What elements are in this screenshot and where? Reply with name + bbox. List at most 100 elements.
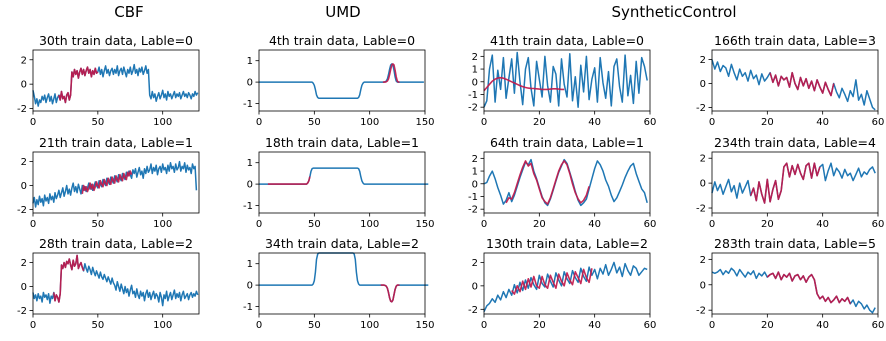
y-tick-label: 2 bbox=[700, 255, 706, 266]
y-tick-label: 0 bbox=[700, 179, 706, 190]
x-tick-label: 60 bbox=[644, 117, 657, 128]
y-tick-label: 1 bbox=[247, 56, 253, 67]
x-tick-label: 50 bbox=[308, 117, 321, 128]
x-tick-label: 0 bbox=[256, 219, 262, 230]
y-tick-label: 0 bbox=[472, 281, 478, 292]
series-line-original bbox=[259, 64, 424, 98]
x-tick-label: 50 bbox=[91, 117, 104, 128]
x-tick-label: 150 bbox=[415, 117, 434, 128]
x-tick-label: 60 bbox=[644, 320, 657, 331]
panel-title: 234th train data, Lable=4 bbox=[714, 135, 876, 150]
chart-panel-4: 4th train data, Lable=00 50 100 150-101 bbox=[243, 33, 435, 128]
axes-frame bbox=[712, 152, 878, 213]
group-title-cbf: CBF bbox=[114, 3, 143, 21]
x-tick-label: 20 bbox=[761, 320, 774, 331]
panel-title: 28th train data, Lable=2 bbox=[39, 236, 193, 251]
y-tick-label: 0 bbox=[472, 179, 478, 190]
chart-panel-6: 34th train data, Lable=20 50 100 150-101 bbox=[243, 236, 435, 331]
x-tick-label: 100 bbox=[153, 219, 172, 230]
y-tick-label: -2 bbox=[468, 205, 478, 216]
series-line-highlight bbox=[82, 171, 131, 194]
series-line-original bbox=[712, 268, 875, 312]
x-tick-label: 40 bbox=[816, 117, 829, 128]
panel-title: 4th train data, Lable=0 bbox=[269, 33, 415, 48]
x-tick-label: 0 bbox=[30, 320, 36, 331]
x-tick-label: 0 bbox=[256, 320, 262, 331]
series-line-highlight bbox=[383, 64, 400, 82]
panel-title: 30th train data, Lable=0 bbox=[39, 33, 193, 48]
x-tick-label: 0 bbox=[481, 320, 487, 331]
y-tick-label: -2 bbox=[696, 306, 706, 317]
x-tick-label: 0 bbox=[30, 117, 36, 128]
y-tick-label: -1 bbox=[243, 201, 253, 212]
y-tick-label: 0 bbox=[247, 78, 253, 89]
series-line-highlight bbox=[770, 73, 834, 96]
x-tick-label: 0 bbox=[709, 117, 715, 128]
chart-panel-11: 234th train data, Lable=40 20 40 60-202 bbox=[696, 135, 884, 230]
panel-title: 34th train data, Lable=2 bbox=[265, 236, 419, 251]
x-tick-label: 60 bbox=[872, 320, 885, 331]
axes-frame bbox=[259, 253, 425, 314]
x-tick-label: 40 bbox=[816, 320, 829, 331]
x-tick-label: 40 bbox=[588, 219, 601, 230]
x-tick-label: 100 bbox=[360, 219, 379, 230]
y-tick-label: 0 bbox=[700, 79, 706, 90]
x-tick-label: 100 bbox=[153, 117, 172, 128]
y-tick-label: 2 bbox=[21, 55, 27, 66]
y-tick-label: 1 bbox=[472, 65, 478, 76]
y-tick-label: 1 bbox=[247, 259, 253, 270]
x-tick-label: 0 bbox=[709, 219, 715, 230]
panel-title: 18th train data, Lable=1 bbox=[265, 135, 419, 150]
chart-panel-1: 30th train data, Lable=00 50 100-202 bbox=[17, 33, 199, 128]
x-tick-label: 40 bbox=[816, 219, 829, 230]
y-tick-label: -2 bbox=[696, 204, 706, 215]
x-tick-label: 50 bbox=[91, 320, 104, 331]
series-line-original bbox=[33, 162, 196, 207]
chart-panel-12: 283th train data, Lable=50 20 40 60-202 bbox=[696, 236, 884, 331]
axes-frame bbox=[33, 253, 199, 314]
axes-frame bbox=[484, 253, 650, 314]
x-tick-label: 100 bbox=[153, 320, 172, 331]
x-tick-label: 20 bbox=[761, 117, 774, 128]
y-tick-label: 2 bbox=[700, 154, 706, 165]
series-line-original bbox=[33, 65, 198, 107]
x-tick-label: 20 bbox=[533, 219, 546, 230]
x-tick-label: 0 bbox=[256, 117, 262, 128]
y-tick-label: 0 bbox=[247, 281, 253, 292]
series-line-highlight bbox=[268, 177, 310, 185]
chart-panel-10: 166th train data, Lable=30 20 40 60-202 bbox=[696, 33, 884, 128]
panel-title: 41th train data, Lable=0 bbox=[490, 33, 644, 48]
y-tick-label: -2 bbox=[696, 103, 706, 114]
group-title-umd: UMD bbox=[325, 3, 360, 21]
y-tick-label: 2 bbox=[472, 154, 478, 165]
panel-title: 130th train data, Lable=2 bbox=[486, 236, 648, 251]
series-line-highlight bbox=[751, 163, 820, 203]
axes-frame bbox=[33, 152, 199, 213]
axes-frame bbox=[484, 152, 650, 213]
panel-title: 21th train data, Lable=1 bbox=[39, 135, 193, 150]
series-line-original bbox=[712, 60, 875, 110]
series-line-highlight bbox=[767, 272, 850, 304]
x-tick-label: 20 bbox=[761, 219, 774, 230]
y-tick-label: -1 bbox=[243, 99, 253, 110]
y-tick-label: -1 bbox=[468, 90, 478, 101]
x-tick-label: 100 bbox=[360, 320, 379, 331]
series-line-original bbox=[259, 253, 428, 302]
axes-frame bbox=[259, 152, 425, 213]
y-tick-label: 2 bbox=[472, 258, 478, 269]
y-tick-label: -2 bbox=[17, 205, 27, 216]
x-tick-label: 0 bbox=[481, 117, 487, 128]
series-line-highlight bbox=[381, 285, 400, 302]
y-tick-label: -1 bbox=[243, 302, 253, 313]
group-title-syntheticcontrol: SyntheticControl bbox=[611, 3, 736, 21]
y-tick-label: 1 bbox=[247, 158, 253, 169]
x-tick-label: 20 bbox=[533, 117, 546, 128]
series-line-highlight bbox=[54, 255, 84, 302]
y-tick-label: 0 bbox=[247, 180, 253, 191]
y-tick-label: 2 bbox=[21, 258, 27, 269]
y-tick-label: -1 bbox=[468, 192, 478, 203]
y-tick-label: -2 bbox=[468, 103, 478, 114]
chart-panel-8: 64th train data, Lable=10 20 40 60-2-1012 bbox=[468, 135, 656, 230]
y-tick-label: -2 bbox=[17, 306, 27, 317]
